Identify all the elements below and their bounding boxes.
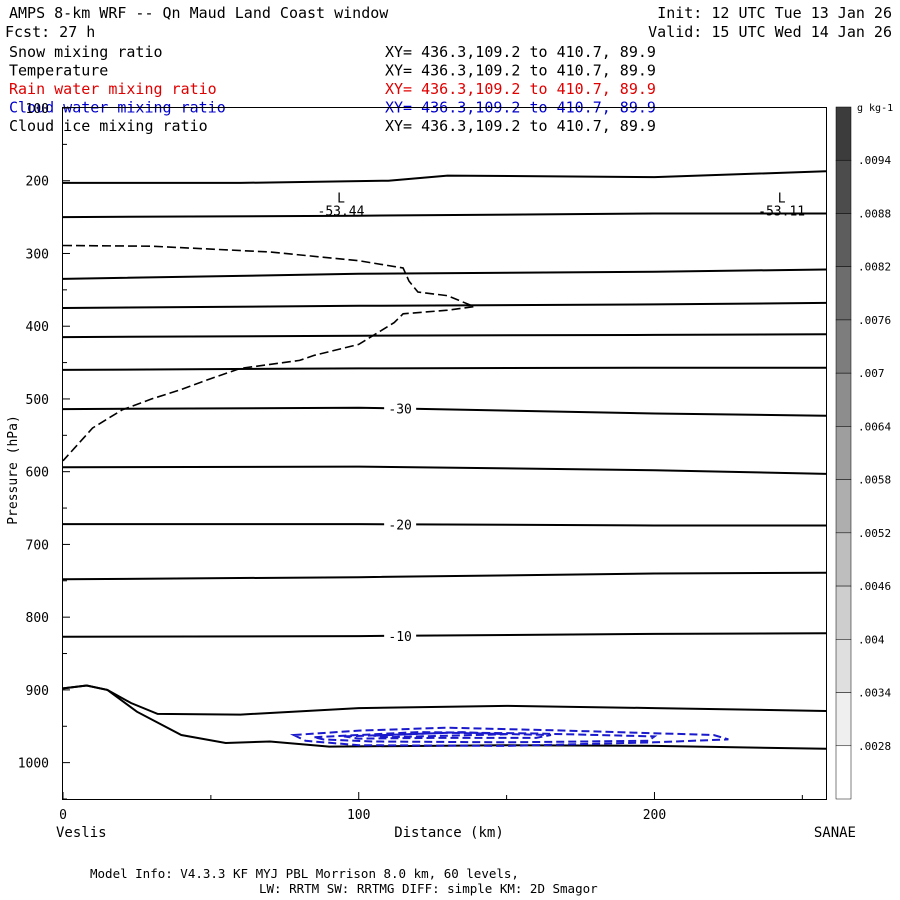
isotherm-label-bg-10 bbox=[384, 628, 417, 643]
colorbar-cell-12 bbox=[835, 745, 852, 800]
colorbar-cell-5 bbox=[835, 372, 852, 427]
colorbar-cell-10 bbox=[835, 639, 852, 693]
colorbar: .0094 .0088 .0082 .0076 .007 .0064 .0058 .0052.… bbox=[835, 106, 891, 800]
y-tick-label-2: 300 bbox=[26, 247, 49, 262]
y-tick-label-6: 700 bbox=[26, 538, 49, 553]
colorbar-label-2: .0082 bbox=[858, 261, 891, 274]
snow-mixing-contour bbox=[62, 244, 478, 462]
low-value-1: -53.11 bbox=[758, 205, 805, 220]
colorbar-label-5: .0064 bbox=[858, 420, 891, 433]
isotherm-line-12 bbox=[62, 684, 827, 750]
isotherm-line-4 bbox=[62, 333, 827, 339]
footer-line1: Model Info: V4.3.3 KF MYJ PBL Morrison 8… bbox=[90, 866, 519, 881]
colorbar-label-11: .0028 bbox=[858, 740, 891, 753]
x-tick-label-2: 200 bbox=[643, 808, 666, 823]
isotherm-line-2 bbox=[62, 268, 827, 280]
field-xy-1: XY= 436.3,109.2 to 410.7, 89.9 bbox=[385, 62, 656, 80]
colorbar-unit: g kg-1 bbox=[857, 103, 893, 114]
plot-frame bbox=[62, 107, 827, 800]
colorbar-cell-11 bbox=[835, 692, 852, 747]
isotherm-label-8: -20 bbox=[388, 518, 411, 533]
low-marker-1: L bbox=[778, 192, 786, 207]
y-tick-label-5: 600 bbox=[26, 466, 49, 481]
header: AMPS 8-km WRF -- Qn Maud Land Coast wind… bbox=[5, 4, 892, 41]
colorbar-cell-1 bbox=[835, 159, 852, 214]
x-axis-label: Distance (km) bbox=[394, 825, 504, 841]
header-fcst: Fcst: 27 h bbox=[5, 23, 95, 41]
footer-line2: LW: RRTM SW: RRTMG DIFF: simple KM: 2D S… bbox=[259, 881, 598, 896]
colorbar-cell-6 bbox=[835, 426, 852, 480]
y-tick-label-0: 100 bbox=[26, 102, 49, 117]
colorbar-label-8: .0046 bbox=[858, 580, 891, 593]
x-tick-label-0: 0 bbox=[59, 808, 67, 823]
colorbar-cell-9 bbox=[835, 585, 852, 640]
low-marker-layer: L-53.44L-53.11 bbox=[318, 192, 806, 220]
colorbar-label-3: .0076 bbox=[858, 314, 891, 327]
colorbar-label-7: .0052 bbox=[858, 527, 891, 540]
x-axis: 0 100 200 bbox=[59, 792, 803, 823]
isotherm-line-5 bbox=[62, 366, 826, 371]
field-name-4: Cloud ice mixing ratio bbox=[9, 117, 208, 135]
isotherm-line-8 bbox=[63, 523, 826, 527]
snow-mixing-layer bbox=[62, 244, 478, 462]
cloud-water-contour-0 bbox=[289, 726, 729, 747]
isotherm-line-6 bbox=[62, 406, 827, 417]
isotherm-label-6: -30 bbox=[388, 402, 411, 417]
field-name-2: Rain water mixing ratio bbox=[9, 80, 217, 98]
colorbar-label-4: .007 bbox=[858, 367, 885, 380]
isotherm-layer: -30 -20 -10 bbox=[62, 170, 827, 750]
colorbar-label-9: .004 bbox=[858, 633, 885, 646]
isotherm-line-9 bbox=[62, 571, 827, 581]
field-name-0: Snow mixing ratio bbox=[9, 43, 163, 61]
low-marker-0: L bbox=[337, 192, 345, 207]
colorbar-cell-4 bbox=[835, 319, 852, 374]
y-tick-label-9: 1000 bbox=[18, 757, 49, 772]
field-xy-2: XY= 436.3,109.2 to 410.7, 89.9 bbox=[385, 80, 656, 98]
colorbar-cell-8 bbox=[835, 532, 852, 587]
colorbar-cell-3 bbox=[835, 266, 852, 321]
isotherm-label-bg-6 bbox=[384, 401, 417, 416]
y-tick-label-7: 800 bbox=[26, 611, 49, 626]
header-title: AMPS 8-km WRF -- Qn Maud Land Coast wind… bbox=[9, 4, 389, 22]
colorbar-cell-7 bbox=[835, 479, 852, 534]
header-init: Init: 12 UTC Tue 13 Jan 26 bbox=[657, 4, 892, 22]
y-tick-label-3: 400 bbox=[26, 320, 49, 335]
colorbar-label-6: .0058 bbox=[858, 474, 891, 487]
field-xy-0: XY= 436.3,109.2 to 410.7, 89.9 bbox=[385, 43, 656, 61]
y-tick-label-8: 900 bbox=[26, 684, 49, 699]
isotherm-label-10: -10 bbox=[388, 630, 411, 645]
cloud-water-layer bbox=[289, 726, 729, 747]
colorbar-cell-2 bbox=[835, 213, 852, 267]
y-axis-label: Pressure (hPa) bbox=[6, 415, 21, 525]
left-endpoint-label: Veslis bbox=[56, 825, 107, 841]
isotherm-line-10 bbox=[62, 632, 827, 638]
colorbar-cell-0 bbox=[835, 106, 852, 161]
y-tick-label-1: 200 bbox=[26, 175, 49, 190]
isotherm-line-0 bbox=[63, 170, 827, 184]
colorbar-label-1: .0088 bbox=[858, 207, 891, 220]
cloud-water-contour-3 bbox=[373, 731, 507, 739]
isotherm-label-bg-8 bbox=[384, 517, 417, 532]
right-endpoint-label: SANAE bbox=[814, 825, 856, 841]
y-tick-label-4: 500 bbox=[26, 393, 49, 408]
low-value-0: -53.44 bbox=[318, 205, 365, 220]
x-tick-label-1: 100 bbox=[347, 808, 370, 823]
isotherm-line-3 bbox=[62, 301, 827, 309]
field-xy-4: XY= 436.3,109.2 to 410.7, 89.9 bbox=[385, 117, 656, 135]
field-name-1: Temperature bbox=[9, 62, 108, 80]
isotherm-line-7 bbox=[62, 465, 827, 475]
header-valid: Valid: 15 UTC Wed 14 Jan 26 bbox=[648, 23, 892, 41]
colorbar-label-10: .0034 bbox=[858, 687, 891, 700]
field-list: Snow mixing ratio XY= 436.3,109.2 to 410.… bbox=[9, 43, 656, 135]
y-axis: 100 200 300 400 500 600 700 800 900 1000 bbox=[18, 102, 70, 800]
isotherm-line-1 bbox=[62, 212, 826, 219]
isotherm-line-11 bbox=[62, 684, 827, 716]
colorbar-label-0: .0094 bbox=[858, 154, 891, 167]
